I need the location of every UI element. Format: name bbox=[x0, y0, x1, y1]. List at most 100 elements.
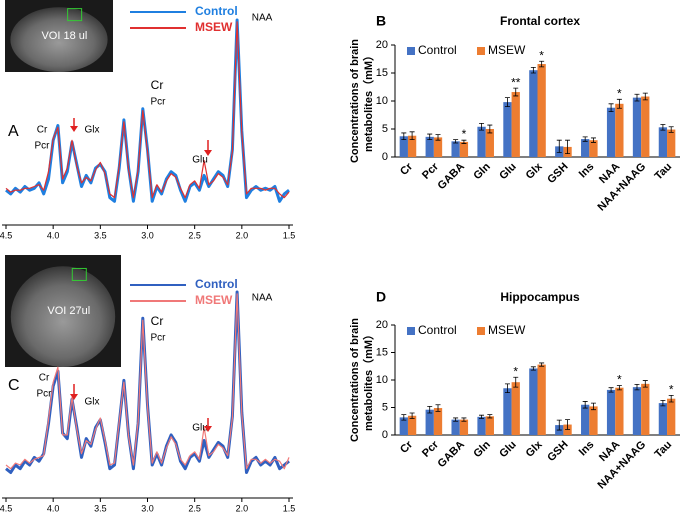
error-bar bbox=[401, 414, 407, 421]
error-bar bbox=[530, 67, 536, 74]
error-bar bbox=[427, 133, 433, 141]
error-bar bbox=[642, 92, 648, 101]
bar bbox=[477, 416, 486, 435]
error-bar bbox=[668, 126, 674, 133]
significance-mark: * bbox=[617, 373, 622, 387]
arrow-head bbox=[70, 126, 78, 132]
bar bbox=[433, 137, 443, 157]
error-bar bbox=[556, 419, 562, 431]
error-bar bbox=[479, 414, 485, 419]
significance-mark: * bbox=[513, 364, 518, 378]
significance-mark: * bbox=[669, 383, 674, 397]
inset-label: VOI 18 ul bbox=[41, 30, 87, 42]
bar bbox=[425, 136, 434, 157]
error-bar bbox=[565, 139, 571, 155]
bar bbox=[658, 127, 668, 157]
x-tick-label: 4.0 bbox=[47, 230, 60, 240]
error-bar bbox=[461, 417, 467, 422]
y-axis-label: Concentrations of brain bbox=[349, 318, 361, 442]
error-bar bbox=[427, 406, 433, 414]
error-bar bbox=[608, 387, 614, 393]
bar bbox=[511, 382, 520, 435]
peak-label: NAA bbox=[252, 13, 273, 24]
legend-label: Control bbox=[418, 43, 457, 57]
x-tick-label: Glx bbox=[524, 160, 546, 182]
spectrum-line bbox=[5, 21, 290, 199]
legend-label: Control bbox=[418, 323, 457, 337]
bar bbox=[581, 404, 590, 435]
x-tick-label: Tau bbox=[652, 439, 674, 461]
bar bbox=[606, 107, 616, 157]
error-bar bbox=[616, 385, 622, 391]
bar bbox=[658, 403, 668, 435]
x-tick-label: 3.5 bbox=[94, 503, 107, 513]
error-bar bbox=[660, 124, 666, 131]
x-tick-label: 4.5 bbox=[0, 503, 12, 513]
error-bar bbox=[582, 401, 588, 409]
error-bar bbox=[513, 87, 519, 97]
peak-label: Glx bbox=[85, 125, 100, 136]
legend-label: Control bbox=[195, 4, 238, 18]
error-bar bbox=[539, 60, 545, 68]
error-bar bbox=[642, 380, 648, 388]
x-tick-label: GSH bbox=[545, 439, 570, 464]
bar bbox=[589, 406, 598, 435]
error-bar bbox=[504, 97, 510, 107]
y-tick-label: 15 bbox=[376, 346, 388, 358]
x-tick-label: 3.0 bbox=[141, 503, 154, 513]
bar bbox=[451, 419, 460, 435]
bar bbox=[667, 398, 676, 435]
voi-box bbox=[67, 8, 83, 22]
y-tick-label: 10 bbox=[376, 95, 388, 107]
x-tick-label: Cr bbox=[398, 160, 416, 178]
peak-label: Pcr bbox=[151, 97, 167, 108]
error-bar bbox=[453, 417, 459, 422]
bar bbox=[451, 141, 460, 157]
y-tick-label: 15 bbox=[376, 67, 388, 79]
legend-swatch bbox=[407, 47, 415, 55]
bar bbox=[537, 364, 546, 435]
bar bbox=[529, 368, 538, 435]
y-axis-label: Concentrations of brain bbox=[349, 39, 361, 163]
x-tick-label: Gln bbox=[471, 161, 493, 183]
error-bar bbox=[634, 93, 640, 102]
voi-box bbox=[71, 267, 87, 281]
bar bbox=[425, 409, 434, 435]
panel-letter: C bbox=[8, 377, 20, 394]
bar bbox=[503, 388, 512, 435]
error-bar bbox=[409, 131, 415, 141]
y-tick-label: 0 bbox=[382, 429, 388, 441]
inset-label: VOI 27ul bbox=[47, 305, 90, 317]
x-tick-label: Cr bbox=[398, 438, 416, 456]
x-tick-label: 4.0 bbox=[47, 503, 60, 513]
y-tick-label: 10 bbox=[376, 374, 388, 386]
bar bbox=[459, 419, 469, 435]
significance-mark: ** bbox=[511, 75, 521, 89]
error-bar bbox=[461, 139, 467, 144]
bar bbox=[485, 129, 494, 157]
bar bbox=[485, 416, 494, 435]
peak-label: Cr bbox=[151, 314, 164, 328]
bar bbox=[641, 96, 650, 157]
bar bbox=[632, 97, 642, 157]
peak-label: Pcr bbox=[37, 389, 53, 400]
peak-label: Cr bbox=[39, 373, 50, 384]
bar bbox=[632, 387, 642, 435]
x-tick-label: 1.5 bbox=[283, 230, 296, 240]
y-tick-label: 5 bbox=[382, 401, 388, 413]
legend-label: MSEW bbox=[488, 323, 526, 337]
bar bbox=[433, 408, 443, 435]
error-bar bbox=[409, 412, 415, 419]
error-bar bbox=[608, 103, 614, 113]
x-tick-label: NAA+NAAG bbox=[596, 439, 649, 492]
error-bar bbox=[435, 404, 441, 412]
error-bar bbox=[487, 414, 493, 419]
arrow-head bbox=[204, 426, 212, 432]
x-tick-label: Tau bbox=[652, 161, 674, 183]
y-tick-label: 20 bbox=[376, 319, 388, 331]
significance-mark: * bbox=[462, 127, 467, 141]
error-bar bbox=[453, 139, 459, 144]
x-tick-label: 3.5 bbox=[94, 230, 107, 240]
bar bbox=[529, 70, 538, 157]
